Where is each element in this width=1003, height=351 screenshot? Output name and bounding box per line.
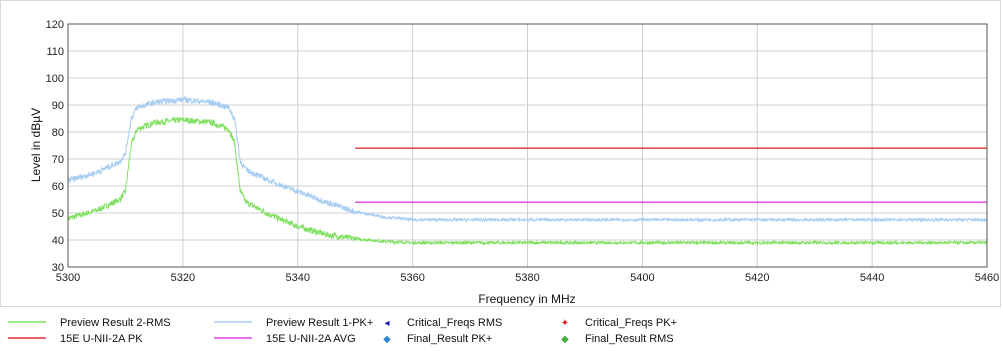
legend-label: Final_Result PK+: [407, 333, 492, 345]
grid: [68, 24, 987, 267]
y-tick-label: 40: [52, 235, 64, 247]
x-tick-label: 5360: [400, 272, 424, 284]
x-tick-label: 5380: [515, 272, 539, 284]
series-line-0: [67, 115, 988, 246]
x-tick-label: 5300: [56, 272, 80, 284]
x-tick-label: 5400: [630, 272, 654, 284]
legend-marker: ◂: [384, 318, 389, 329]
legend-marker: ◆: [561, 334, 569, 345]
legend-marker: ✦: [561, 318, 569, 329]
y-tick-labels: 30 40 50 60 70 80 90 100 110 120: [46, 19, 64, 274]
y-tick-label: 50: [52, 208, 64, 220]
x-tick-label: 5460: [975, 272, 999, 284]
series-line-1: [67, 95, 988, 224]
x-tick-label: 5440: [860, 272, 884, 284]
y-tick-label: 110: [46, 46, 64, 58]
series-layer: [67, 95, 988, 246]
legend-label: 15E U-NII-2A PK: [60, 333, 143, 345]
legend-marker: ◆: [383, 334, 391, 345]
y-tick-label: 80: [52, 127, 64, 139]
x-tick-labels: 5300 5320 5340 5360 5380 5400 5420 5440 5460: [56, 272, 999, 284]
legend-label: Final_Result RMS: [585, 333, 674, 345]
y-tick-label: 120: [46, 19, 64, 31]
legend-label: Critical_Freqs RMS: [407, 317, 502, 329]
plot-frame: [0, 0, 1001, 307]
y-tick-label: 70: [52, 154, 64, 166]
y-tick-label: 30: [52, 262, 64, 274]
x-tick-label: 5420: [745, 272, 769, 284]
legend-label: 15E U-NII-2A AVG: [266, 333, 356, 345]
x-tick-label: 5340: [286, 272, 310, 284]
x-tick-label: 5320: [171, 272, 195, 284]
y-tick-label: 60: [52, 181, 64, 193]
legend-label: Preview Result 2-RMS: [60, 317, 171, 329]
legend-label: Critical_Freqs PK+: [585, 317, 677, 329]
x-axis-title: Frequency in MHz: [478, 292, 575, 306]
y-tick-label: 100: [46, 73, 64, 85]
y-axis-title: Level in dBµV: [29, 108, 43, 182]
y-tick-label: 90: [52, 100, 64, 112]
legend-label: Preview Result 1-PK+: [266, 317, 373, 329]
legend: Preview Result 2-RMS Preview Result 1-PK+…: [8, 317, 677, 345]
plot-area: [67, 23, 988, 268]
